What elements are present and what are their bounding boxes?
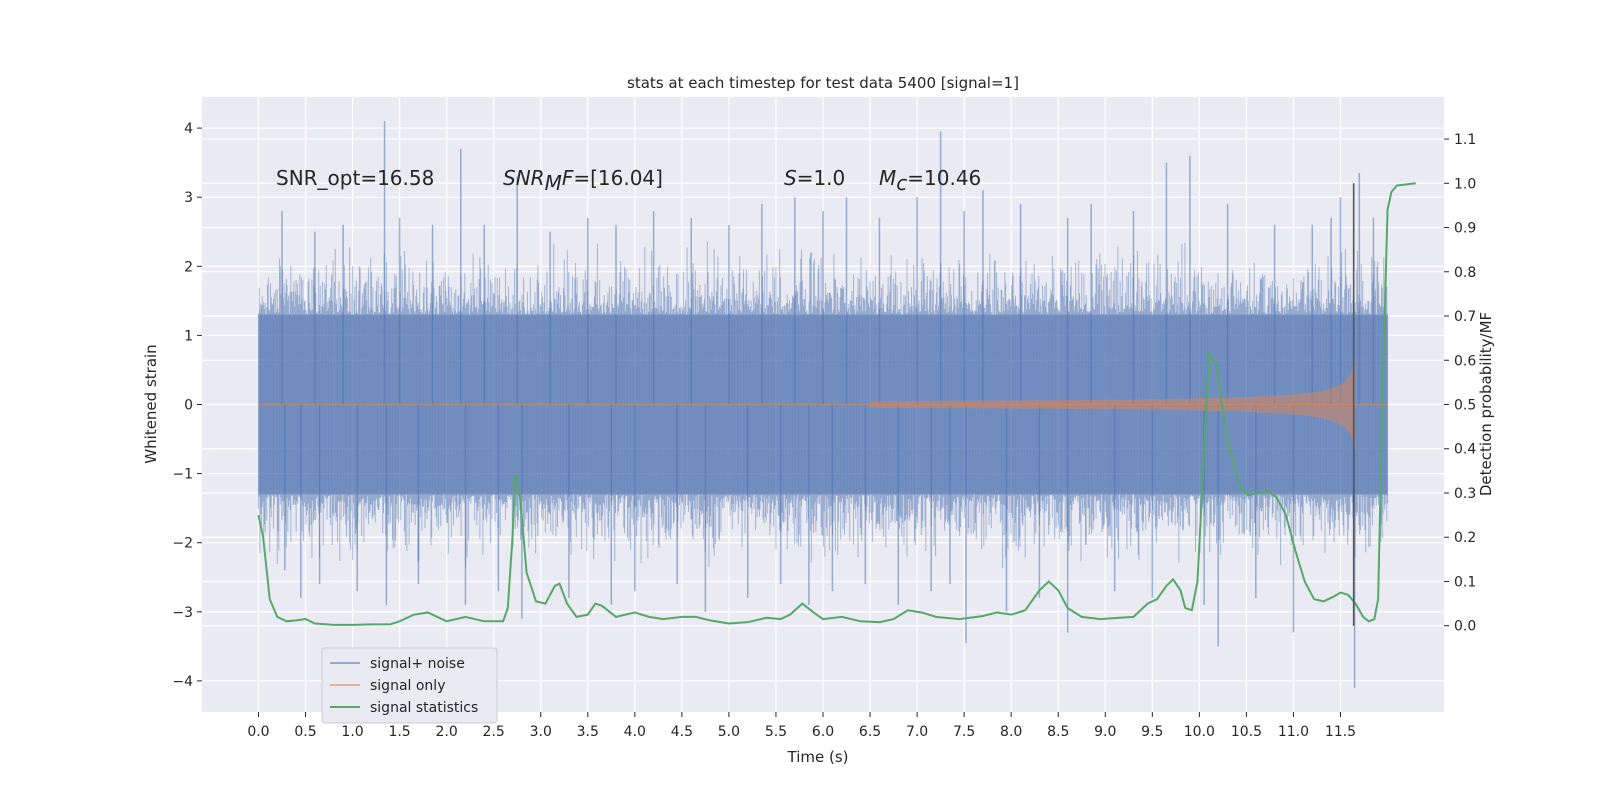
y2-axis-label: Detection probability/MF	[1477, 312, 1495, 496]
y2-tick-label: 0.3	[1454, 486, 1476, 502]
annotation-mc: Mc=10.46	[879, 166, 981, 195]
x-tick-label: 6.5	[859, 724, 881, 740]
y2-tick-label: 0.7	[1454, 309, 1476, 325]
y2-tick-label: 1.0	[1454, 176, 1476, 192]
x-tick-label: 7.0	[906, 724, 928, 740]
y-tick-label: 1	[184, 328, 193, 344]
y-tick-label: −4	[172, 674, 193, 690]
snr-mf-symbol: SNR	[503, 166, 545, 190]
chart-title: stats at each timestep for test data 540…	[627, 74, 1019, 92]
annotation-s: S=1.0	[784, 166, 845, 190]
y2-tick-label: 0.6	[1454, 353, 1476, 369]
snr-mf-subscript: M	[545, 171, 562, 195]
x-tick-label: 3.0	[530, 724, 552, 740]
y2-tick-label: 0.8	[1454, 265, 1476, 281]
x-tick-label: 1.0	[341, 724, 363, 740]
y-tick-label: −1	[172, 467, 193, 483]
x-tick-label: 10.5	[1231, 724, 1262, 740]
x-tick-label: 0.5	[294, 724, 316, 740]
tick-layer: 0.0 0.5 1.0 1.5 2.0 2.5 3.0 3.5 4.0 4.5 5.0 5.5 6.0 6…	[172, 121, 1476, 740]
x-tick-label: 6.0	[812, 724, 834, 740]
y-tick-label: −3	[172, 605, 193, 621]
x-tick-label: 11.5	[1325, 724, 1356, 740]
y-tick-label: 2	[184, 259, 193, 275]
snr-mf-f: F	[562, 166, 574, 190]
stats-series-layer	[257, 182, 1416, 626]
x-tick-label: 7.5	[953, 724, 975, 740]
x-tick-label: 2.0	[436, 724, 458, 740]
x-tick-label: 3.5	[577, 724, 599, 740]
y2-tick-label: 0.4	[1454, 442, 1476, 458]
annotation-snr-opt: SNR_opt=16.58	[276, 166, 434, 190]
legend: signal+ noise signal only signal statist…	[321, 647, 498, 724]
y-tick-label: 4	[184, 121, 193, 137]
signal-chirp	[870, 355, 1356, 454]
s-value: =1.0	[797, 166, 846, 190]
y-tick-label: −2	[172, 536, 193, 552]
x-tick-label: 9.5	[1141, 724, 1163, 740]
x-tick-label: 2.5	[483, 724, 505, 740]
y2-tick-label: 1.1	[1454, 132, 1476, 148]
signal-series-layer	[258, 355, 1388, 454]
snr-mf-value: =[16.04]	[573, 166, 663, 190]
x-tick-label: 0.0	[247, 724, 269, 740]
legend-box	[321, 647, 498, 724]
y2-tick-label: 0.9	[1454, 221, 1476, 237]
x-tick-label: 5.5	[765, 724, 787, 740]
y2-tick-label: 0.5	[1454, 398, 1476, 414]
y2-tick-label: 0.2	[1454, 530, 1476, 546]
x-axis-label: Time (s)	[787, 748, 849, 766]
mc-subscript: c	[896, 171, 907, 195]
y2-tick-label: 0.1	[1454, 574, 1476, 590]
y-tick-label: 3	[184, 190, 193, 206]
s-symbol: S	[784, 166, 797, 190]
x-tick-label: 1.5	[388, 724, 410, 740]
y-axis-label: Whitened strain	[142, 344, 160, 463]
mc-symbol: M	[879, 166, 896, 190]
legend-label-noise: signal+ noise	[370, 656, 465, 672]
mc-value: =10.46	[907, 166, 981, 190]
x-tick-label: 9.0	[1094, 724, 1116, 740]
legend-label-signal: signal only	[370, 678, 445, 694]
x-tick-label: 8.0	[1000, 724, 1022, 740]
y2-tick-label: 0.0	[1454, 619, 1476, 635]
x-tick-label: 4.5	[671, 724, 693, 740]
y-tick-label: 0	[184, 398, 193, 414]
annotation-snr-mf: SNRMF=[16.04]	[503, 166, 663, 195]
stats-line	[257, 182, 1416, 626]
legend-label-stats: signal statistics	[370, 700, 478, 716]
x-tick-label: 5.0	[718, 724, 740, 740]
x-tick-label: 8.5	[1047, 724, 1069, 740]
x-tick-label: 10.0	[1184, 724, 1215, 740]
x-tick-label: 4.0	[624, 724, 646, 740]
x-tick-label: 11.0	[1278, 724, 1309, 740]
